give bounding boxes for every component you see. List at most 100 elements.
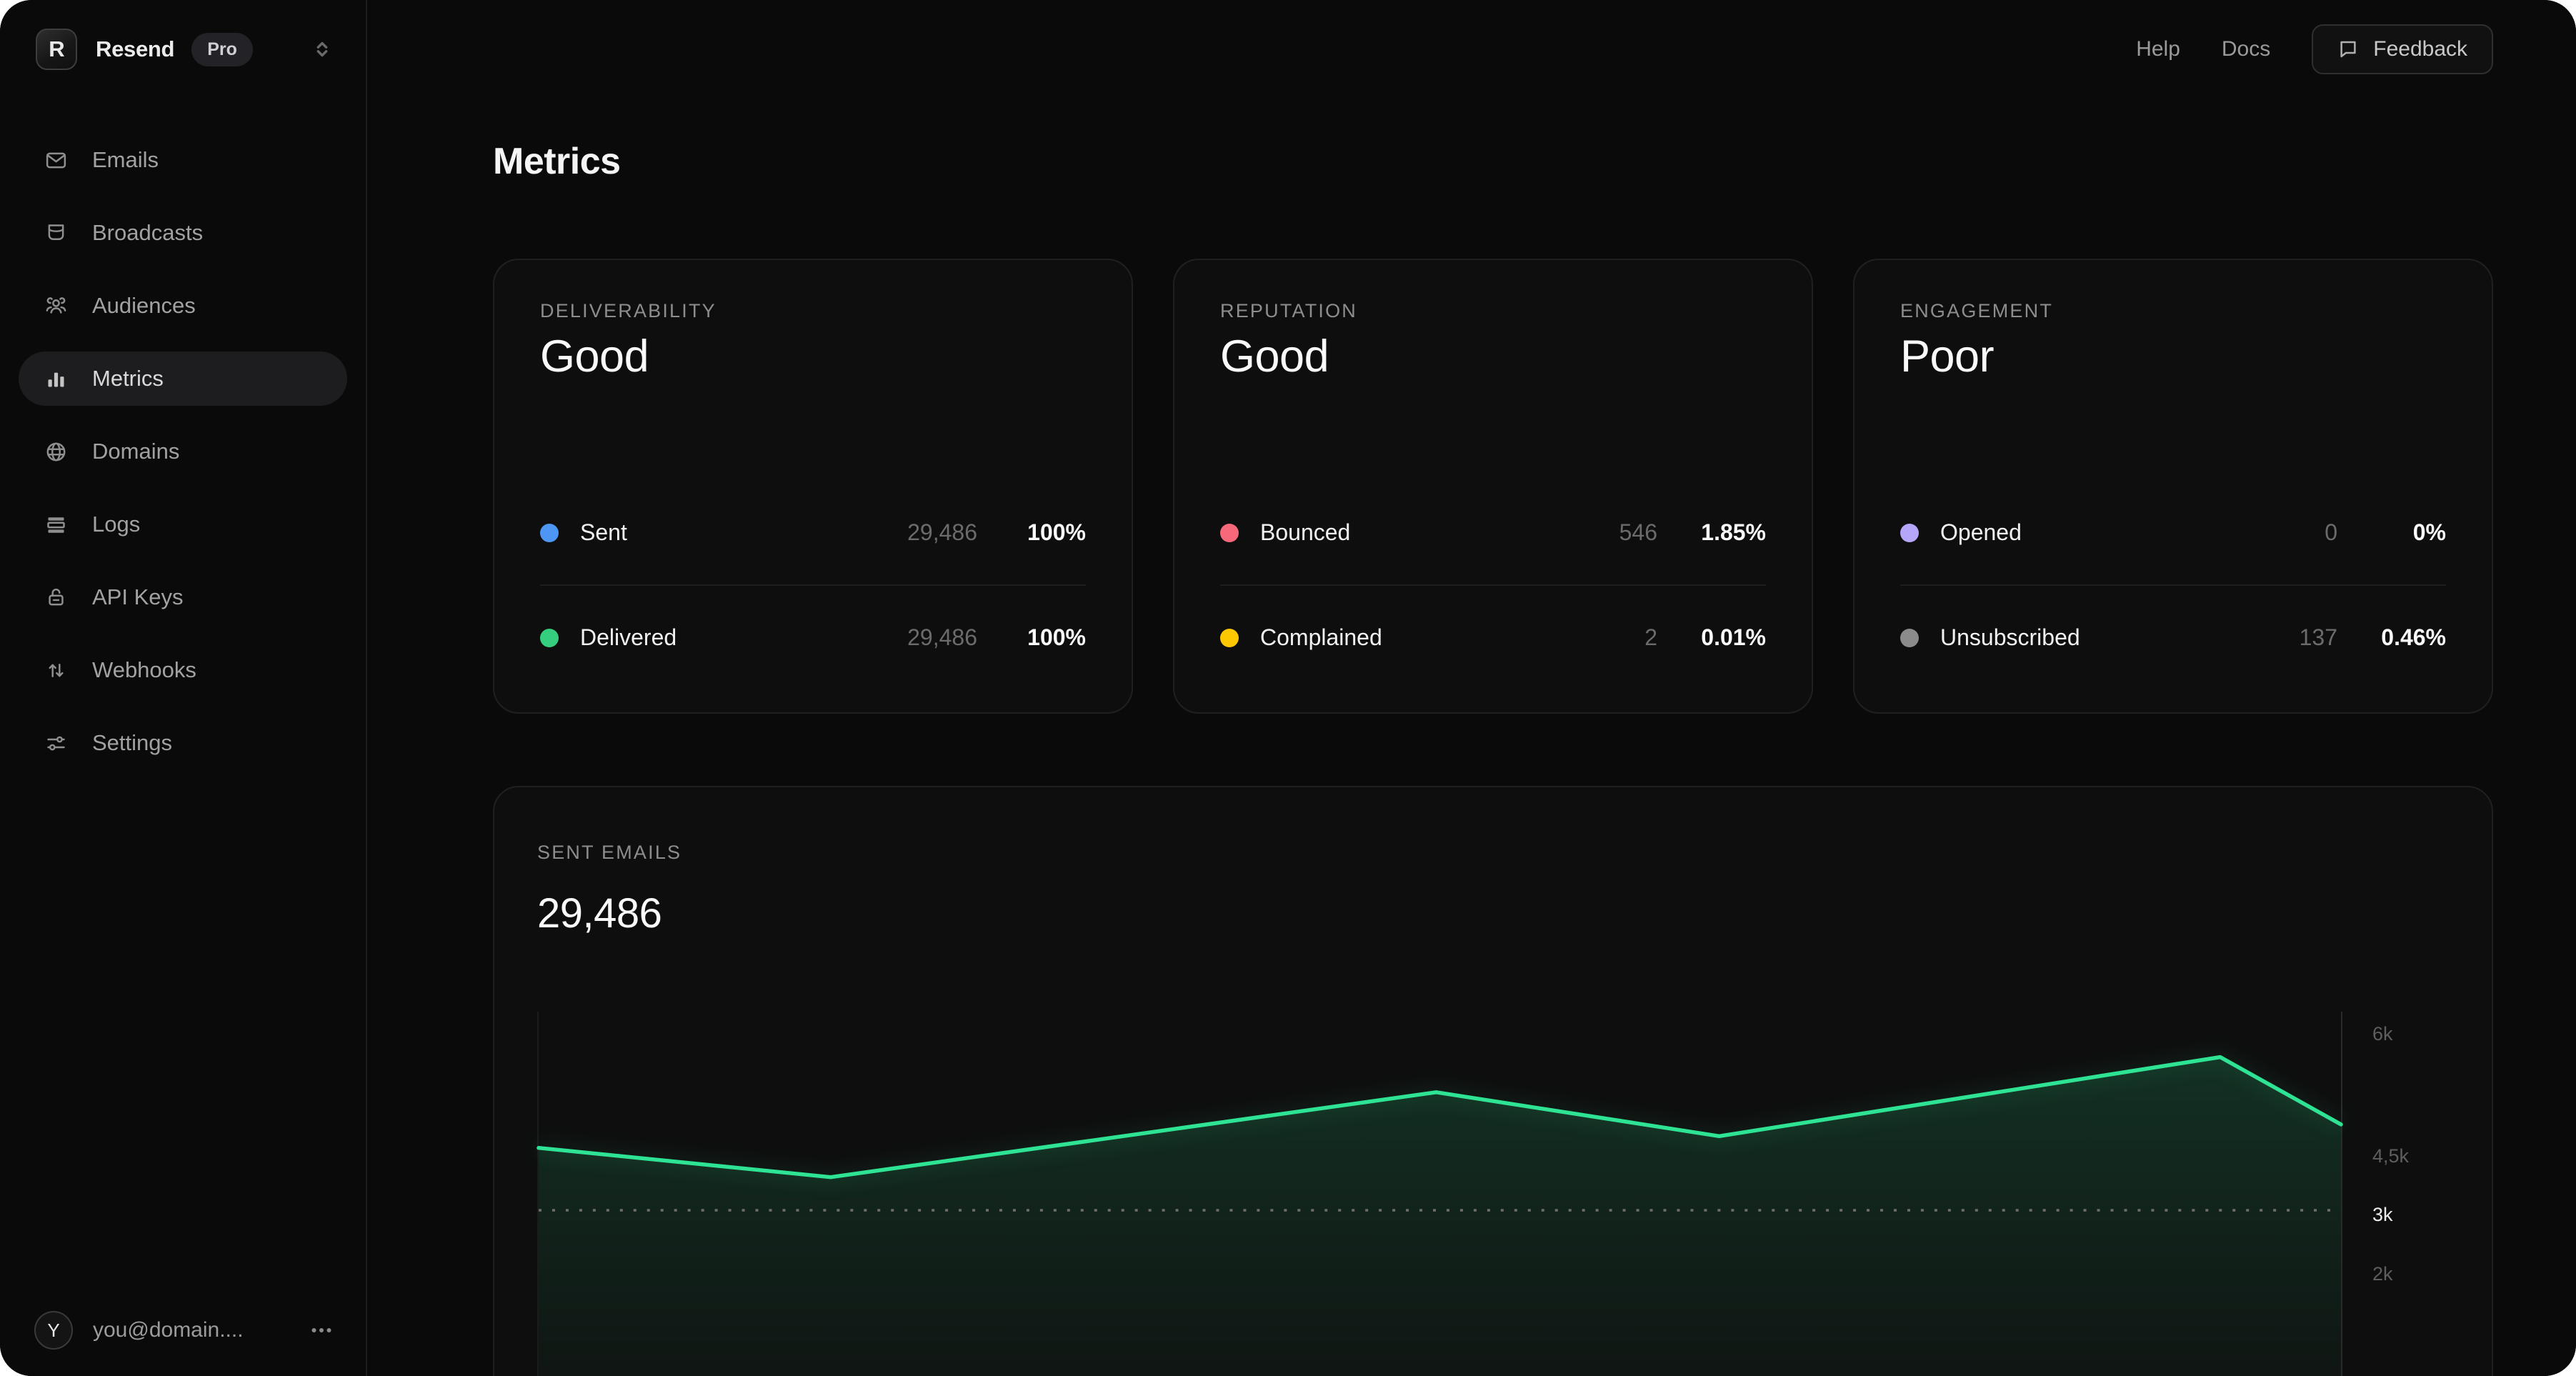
resend-logo-letter: R	[49, 36, 64, 61]
row-divider	[1220, 584, 1766, 586]
chat-bubble-icon	[2340, 41, 2356, 58]
y-axis-ticks: 6k 4,5k 3k 2k	[2372, 1012, 2515, 1376]
sidebar-item-emails[interactable]: Emails	[19, 133, 347, 187]
sidebar-item-metrics[interactable]: Metrics	[19, 352, 347, 406]
bar-chart-icon	[48, 372, 64, 387]
main-content: Help Docs Feedback Metrics DELIVERABILIT…	[367, 0, 2576, 1376]
docs-link[interactable]: Docs	[2221, 37, 2271, 61]
globe-icon	[46, 442, 66, 461]
sent-emails-card: SENT EMAILS 29,486	[493, 786, 2493, 1376]
metric-value: 546	[1619, 519, 1657, 545]
sent-emails-total: 29,486	[537, 890, 662, 937]
broadcast-tray-icon	[48, 224, 64, 240]
resend-logo: R	[36, 29, 77, 70]
sidebar-item-label: Domains	[92, 439, 180, 464]
sidebar-nav: Emails Broadcasts Audiences Metrics Doma…	[0, 133, 366, 770]
row-divider	[540, 584, 1086, 586]
metric-label: Sent	[580, 519, 627, 545]
opened-dot	[1900, 523, 1919, 542]
chart-area-fill	[539, 1057, 2341, 1376]
metric-value: 29,486	[907, 519, 977, 545]
deliverability-card: DELIVERABILITY Good Sent 29,486 100% Del…	[493, 259, 1133, 714]
reputation-card: REPUTATION Good Bounced 546 1.85% Compla…	[1173, 259, 1813, 714]
ellipsis-icon[interactable]	[309, 1317, 334, 1343]
sidebar-item-settings[interactable]: Settings	[19, 716, 347, 770]
metric-percent: 0%	[2412, 519, 2446, 545]
avatar-initial: Y	[47, 1319, 60, 1341]
card-rows: Sent 29,486 100% Delivered 29,486 100%	[540, 481, 1086, 689]
complained-dot	[1220, 628, 1239, 647]
metric-label: Unsubscribed	[1940, 624, 2080, 650]
sidebar-item-label: Broadcasts	[92, 220, 204, 245]
card-status: Poor	[1900, 331, 1995, 382]
card-rows: Bounced 546 1.85% Complained 2 0.01%	[1220, 481, 1766, 689]
sent-dot	[540, 523, 559, 542]
brand-name: Resend	[96, 36, 175, 61]
sidebar-item-label: Logs	[92, 512, 141, 537]
metric-percent: 0.01%	[1701, 624, 1766, 650]
metric-label: Opened	[1940, 519, 2022, 545]
card-label: REPUTATION	[1220, 300, 1358, 321]
chart-line	[536, 1055, 2343, 1180]
unsubscribed-dot	[1900, 628, 1919, 647]
chart-plot-area	[536, 1012, 2343, 1376]
metric-row-delivered: Delivered 29,486 100%	[540, 586, 1086, 689]
delivered-dot	[540, 628, 559, 647]
metric-percent: 100%	[1027, 519, 1086, 545]
sidebar-item-domains[interactable]: Domains	[19, 424, 347, 479]
metric-label: Complained	[1260, 624, 1382, 650]
sidebar-item-label: Webhooks	[92, 657, 196, 682]
metric-percent: 1.85%	[1701, 519, 1766, 545]
sidebar-item-webhooks[interactable]: Webhooks	[19, 643, 347, 697]
chevron-up-down-icon	[316, 41, 328, 57]
metric-label: Bounced	[1260, 519, 1351, 545]
card-status: Good	[540, 331, 649, 382]
metric-label: Delivered	[580, 624, 677, 650]
topbar: Help Docs Feedback	[2136, 24, 2493, 74]
sidebar-item-audiences[interactable]: Audiences	[19, 279, 347, 333]
envelope-icon	[46, 152, 66, 168]
users-icon	[46, 296, 66, 314]
sidebar-item-label: Metrics	[92, 366, 164, 391]
avatar: Y	[34, 1311, 73, 1350]
user-account-row: Y you@domain....	[19, 1303, 347, 1357]
sent-emails-label: SENT EMAILS	[537, 842, 682, 863]
feedback-button[interactable]: Feedback	[2312, 24, 2493, 74]
card-status: Good	[1220, 331, 1329, 382]
area-chart-svg	[536, 1055, 2343, 1376]
metric-value: 29,486	[907, 624, 977, 650]
card-label: DELIVERABILITY	[540, 300, 717, 321]
metric-row-unsubscribed: Unsubscribed 137 0.46%	[1900, 586, 2446, 689]
sidebar: R Resend Pro Emails Broadcasts Audiences	[0, 0, 367, 1376]
arrows-up-down-icon	[49, 663, 64, 677]
sidebar-item-label: API Keys	[92, 584, 184, 609]
workspace-switcher[interactable]: R Resend Pro	[36, 29, 334, 70]
sidebar-item-label: Audiences	[92, 293, 196, 318]
sidebar-item-label: Settings	[92, 730, 173, 755]
metric-percent: 100%	[1027, 624, 1086, 650]
summary-cards: DELIVERABILITY Good Sent 29,486 100% Del…	[493, 259, 2493, 714]
bounced-dot	[1220, 523, 1239, 542]
card-rows: Opened 0 0% Unsubscribed 137 0.46%	[1900, 481, 2446, 689]
engagement-card: ENGAGEMENT Poor Opened 0 0% Unsubscribed…	[1853, 259, 2493, 714]
sidebar-item-broadcasts[interactable]: Broadcasts	[19, 206, 347, 260]
sent-emails-chart: 6k 4,5k 3k 2k	[536, 1012, 2409, 1376]
metric-value: 137	[2299, 624, 2337, 650]
y-tick-2k: 2k	[2372, 1263, 2393, 1285]
lock-icon	[49, 588, 64, 605]
sidebar-item-logs[interactable]: Logs	[19, 497, 347, 552]
card-label: ENGAGEMENT	[1900, 300, 2054, 321]
feedback-label: Feedback	[2373, 37, 2467, 61]
metric-value: 0	[2325, 519, 2337, 545]
metric-row-complained: Complained 2 0.01%	[1220, 586, 1766, 689]
sidebar-item-api-keys[interactable]: API Keys	[19, 570, 347, 624]
sidebar-item-label: Emails	[92, 147, 159, 172]
plan-badge: Pro	[191, 32, 253, 66]
help-link[interactable]: Help	[2136, 37, 2180, 61]
metric-value: 2	[1644, 624, 1657, 650]
metric-row-bounced: Bounced 546 1.85%	[1220, 481, 1766, 584]
metric-row-opened: Opened 0 0%	[1900, 481, 2446, 584]
y-tick-6k: 6k	[2372, 1023, 2393, 1045]
page-title: Metrics	[493, 141, 621, 182]
